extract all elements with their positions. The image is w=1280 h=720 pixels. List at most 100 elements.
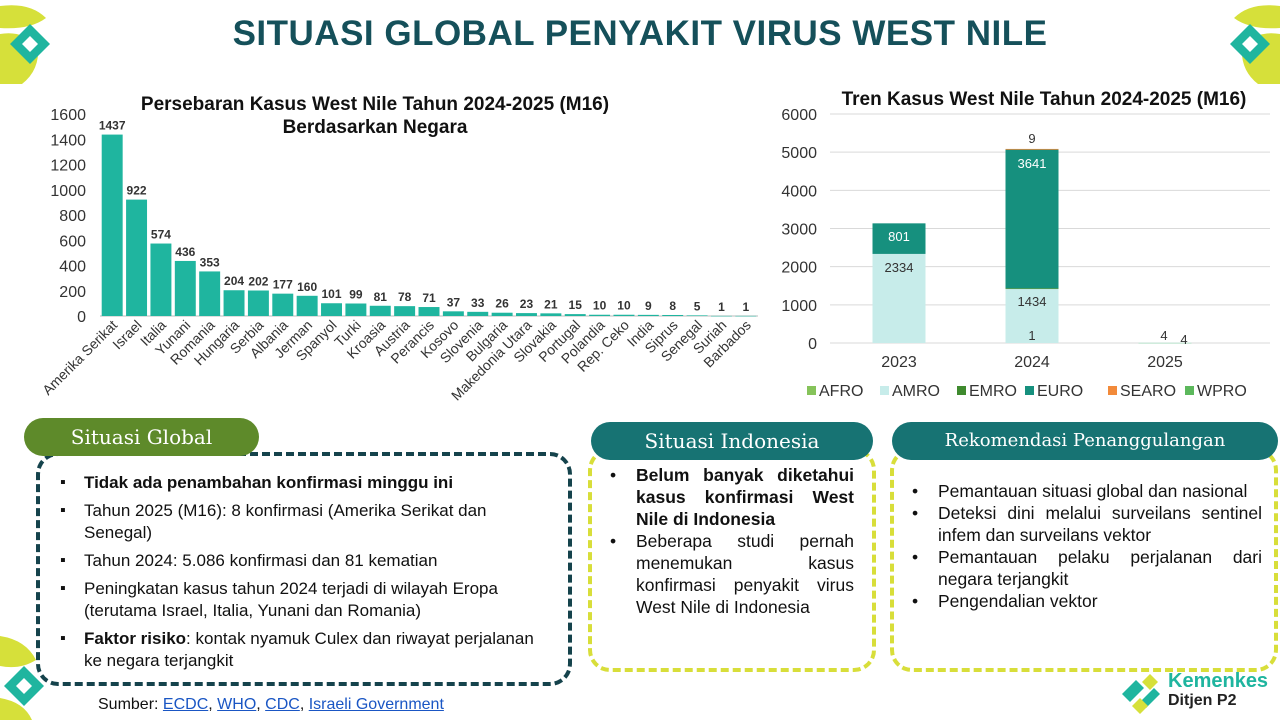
- source-label: Sumber:: [98, 696, 159, 713]
- stack-segment-amro-2023: [872, 253, 926, 343]
- segment-label-amro-2023: 2334: [885, 260, 914, 275]
- bar-22: [637, 314, 659, 316]
- situasi-indonesia-header: Situasi Indonesia: [591, 422, 873, 460]
- segment-label-amro-2024: 1434: [1018, 294, 1047, 309]
- rekomendasi-list: Pemantauan situasi global dan nasionalDe…: [906, 480, 1262, 612]
- stack-segment-emro-2024: [1005, 288, 1059, 290]
- bar-1: [126, 199, 148, 316]
- y-tick-label-0: 0: [77, 309, 86, 326]
- source-link-who[interactable]: WHO: [217, 696, 257, 713]
- page-title: SITUASI GLOBAL PENYAKIT VIRUS WEST NILE: [232, 14, 1048, 53]
- bar-17: [516, 313, 537, 316]
- source-link-israeli-government[interactable]: Israeli Government: [308, 696, 444, 713]
- bar-8: [296, 295, 318, 316]
- bar-24: [686, 315, 708, 316]
- rekomendasi-header: Rekomendasi Penanggulangan: [892, 422, 1278, 460]
- bar-value-label-10: 99: [349, 288, 363, 302]
- stack-segment-searo-2024: [1005, 148, 1059, 150]
- situasi-global-list: Tidak ada penambahan konfirmasi minggu i…: [56, 472, 556, 678]
- bar-value-label-8: 160: [297, 280, 317, 294]
- corner-ornament-bottom-left: [0, 636, 44, 720]
- bar-21: [613, 314, 635, 316]
- y-tick-label-6: 6000: [781, 107, 817, 124]
- bar-23: [662, 314, 684, 316]
- source-link-ecdc[interactable]: ECDC: [162, 696, 209, 713]
- situasi-global-item-0: Tidak ada penambahan konfirmasi minggu i…: [56, 472, 556, 494]
- bar-16: [491, 312, 513, 316]
- situasi-global-item-1: Tahun 2025 (M16): 8 konfirmasi (Amerika …: [56, 500, 556, 544]
- legend-label-wpro: WPRO: [1197, 383, 1247, 400]
- bar-value-label-11: 81: [374, 290, 388, 304]
- bar-0: [101, 134, 123, 316]
- bar-value-label-7: 177: [273, 278, 293, 292]
- bar-value-label-15: 33: [471, 296, 485, 310]
- bar-20: [589, 314, 611, 316]
- legend-swatch-emro: [957, 386, 966, 395]
- situasi-global-box: [36, 452, 572, 686]
- situasi-indonesia-list: Belum banyak diketahui kasus konfirmasi …: [604, 464, 854, 618]
- bar-14: [442, 311, 464, 316]
- source-link-cdc[interactable]: CDC: [265, 696, 300, 713]
- bar-value-label-17: 23: [520, 297, 534, 311]
- y-tick-label-1: 1000: [781, 298, 817, 315]
- bar-18: [540, 313, 562, 316]
- country-bar-chart: 0 200 400 600 800 1000 1200 1400 1600 1437 Amerika…: [39, 107, 758, 404]
- x-tick-label-2024: 2024: [1014, 354, 1050, 371]
- stack-segment-euro-2023: [872, 223, 926, 254]
- bar-value-label-26: 1: [742, 300, 749, 314]
- segment-label-searo-2024: 9: [1028, 131, 1035, 146]
- bar-15: [467, 311, 489, 316]
- bar-7: [272, 293, 294, 316]
- y-tick-label-1: 200: [59, 284, 86, 301]
- y-tick-label-4: 4000: [781, 183, 817, 200]
- bar-value-label-16: 26: [495, 297, 509, 311]
- bar-value-label-13: 71: [422, 291, 436, 305]
- legend-swatch-wpro: [1185, 386, 1194, 395]
- x-tick-label-2023: 2023: [881, 354, 917, 371]
- bar-value-label-18: 21: [544, 297, 558, 311]
- bar-value-label-19: 15: [569, 298, 583, 312]
- rekomendasi-item-1: Deteksi dini melalui surveilans sentinel…: [906, 502, 1262, 546]
- bar-value-label-0: 1437: [99, 119, 126, 133]
- kemenkes-logo-name: Kemenkes: [1168, 670, 1269, 692]
- segment-label-euro-2023: 801: [888, 229, 910, 244]
- bar-11: [369, 305, 391, 316]
- legend-label-euro: EURO: [1037, 383, 1083, 400]
- bar-25: [710, 315, 732, 317]
- segment-label-emro-2024: 1: [1028, 328, 1035, 343]
- situasi-global-item-2: Tahun 2024: 5.086 konfirmasi dan 81 kema…: [56, 550, 556, 572]
- bar-value-label-21: 10: [617, 299, 631, 313]
- bar-value-label-6: 202: [248, 274, 268, 288]
- corner-ornament-top-right: [1230, 5, 1280, 84]
- bar-value-label-14: 37: [447, 295, 461, 309]
- bar-value-label-1: 922: [127, 184, 147, 198]
- legend-label-amro: AMRO: [892, 383, 940, 400]
- bar-4: [199, 271, 221, 316]
- y-tick-label-2: 2000: [781, 260, 817, 277]
- bar-value-label-2: 574: [151, 228, 171, 242]
- source-line: Sumber: ECDC, WHO, CDC, Israeli Governme…: [98, 696, 444, 713]
- legend-label-searo: SEARO: [1120, 383, 1176, 400]
- y-tick-label-0: 0: [808, 336, 817, 353]
- bar-value-label-22: 9: [645, 299, 652, 313]
- legend-swatch-searo: [1108, 386, 1117, 395]
- bar-value-label-25: 1: [718, 300, 725, 314]
- trend-chart-title: Tren Kasus West Nile Tahun 2024-2025 (M1…: [841, 89, 1247, 110]
- rekomendasi-item-2: Pemantauan pelaku perjalanan dari negara…: [906, 546, 1262, 590]
- segment-label-afro-2025: 4: [1180, 332, 1187, 347]
- bar-5: [223, 290, 245, 316]
- rekomendasi-item-0: Pemantauan situasi global dan nasional: [906, 480, 1262, 502]
- bar-6: [247, 290, 269, 316]
- bar-3: [174, 260, 196, 316]
- bar-value-label-23: 8: [669, 299, 676, 313]
- legend-swatch-amro: [880, 386, 889, 395]
- y-tick-label-8: 1600: [50, 107, 86, 124]
- y-tick-label-2: 400: [59, 259, 86, 276]
- segment-label-euro-2024: 3641: [1018, 156, 1047, 171]
- bar-value-label-9: 101: [322, 287, 342, 301]
- situasi-global-item-3: Peningkatan kasus tahun 2024 terjadi di …: [56, 578, 556, 622]
- legend-swatch-afro: [807, 386, 816, 395]
- stack-segment-euro-2024: [1005, 149, 1059, 289]
- y-tick-label-3: 3000: [781, 222, 817, 239]
- y-tick-label-3: 600: [59, 233, 86, 250]
